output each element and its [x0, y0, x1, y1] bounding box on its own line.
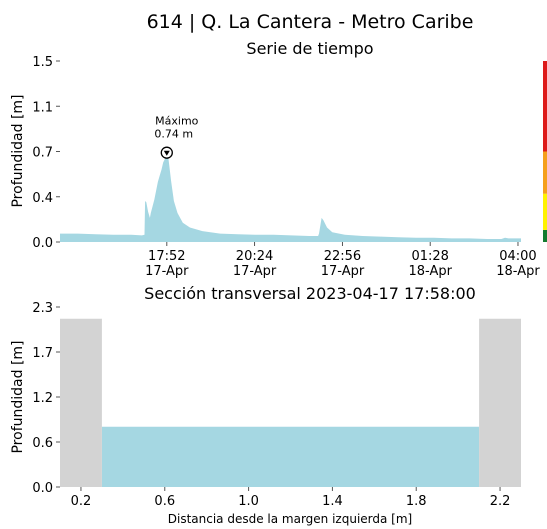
- x-tick-date-label: 18-Apr: [409, 264, 453, 279]
- x-tick-date-label: 17-Apr: [233, 264, 277, 279]
- x-tick-time-label: 17:52: [148, 249, 185, 264]
- x-tick-time-label: 22:56: [324, 249, 361, 264]
- x-tick-label: 0.2: [71, 494, 92, 509]
- x-tick-date-label: 18-Apr: [496, 264, 540, 279]
- x-tick-date-label: 17-Apr: [145, 264, 189, 279]
- cross-section-title: Sección transversal 2023-04-17 17:58:00: [144, 284, 476, 303]
- timeseries-ylabel: Profundidad [m]: [10, 94, 26, 207]
- x-tick-time-label: 04:00: [499, 249, 536, 264]
- channel-bank: [479, 318, 521, 487]
- y-tick-label: 0.0: [32, 236, 53, 251]
- max-label-title: Máximo: [155, 115, 199, 128]
- alert-level-segment: [543, 229, 547, 242]
- x-tick-label: 0.6: [154, 494, 175, 509]
- x-tick-time-label: 20:24: [236, 249, 273, 264]
- x-tick-label: 2.2: [490, 494, 511, 509]
- cross-section-ylabel: Profundidad [m]: [10, 340, 26, 453]
- water-area: [101, 426, 480, 487]
- alert-level-segment: [543, 151, 547, 194]
- x-tick-label: 1.8: [406, 494, 427, 509]
- y-tick-label: 0.0: [32, 481, 53, 496]
- y-tick-label: 0.7: [32, 146, 53, 161]
- y-tick-label: 1.5: [32, 55, 53, 70]
- y-tick-label: 1.1: [32, 100, 53, 115]
- alert-level-segment: [543, 193, 547, 230]
- timeseries-title: Serie de tiempo: [246, 39, 373, 58]
- cross-section-plot: 0.0 0.6 1.2 1.7 2.3 0.2 0.6 1.0 1.4 1.8 2.2: [32, 301, 521, 509]
- y-tick-label: 0.4: [32, 191, 53, 206]
- alert-level-segment: [543, 61, 547, 152]
- x-tick-label: 1.0: [238, 494, 259, 509]
- x-tick-date-label: 17-Apr: [321, 264, 365, 279]
- y-tick-label: 1.2: [32, 391, 53, 406]
- channel-bank: [60, 318, 102, 487]
- y-tick-label: 1.7: [32, 346, 53, 361]
- main-title: 614 | Q. La Cantera - Metro Caribe: [147, 11, 474, 33]
- max-label-value: 0.74 m: [154, 128, 193, 141]
- max-marker-triangle: [163, 150, 170, 156]
- depth-series-area: [60, 152, 521, 242]
- timeseries-plot: 0.00.40.71.11.517:5217-Apr20:2417-Apr22:…: [32, 55, 547, 279]
- y-tick-label: 0.6: [32, 436, 53, 451]
- x-tick-time-label: 01:28: [411, 249, 448, 264]
- y-tick-label: 2.3: [32, 301, 53, 316]
- cross-section-xlabel: Distancia desde la margen izquierda [m]: [168, 512, 412, 526]
- x-tick-label: 1.4: [322, 494, 343, 509]
